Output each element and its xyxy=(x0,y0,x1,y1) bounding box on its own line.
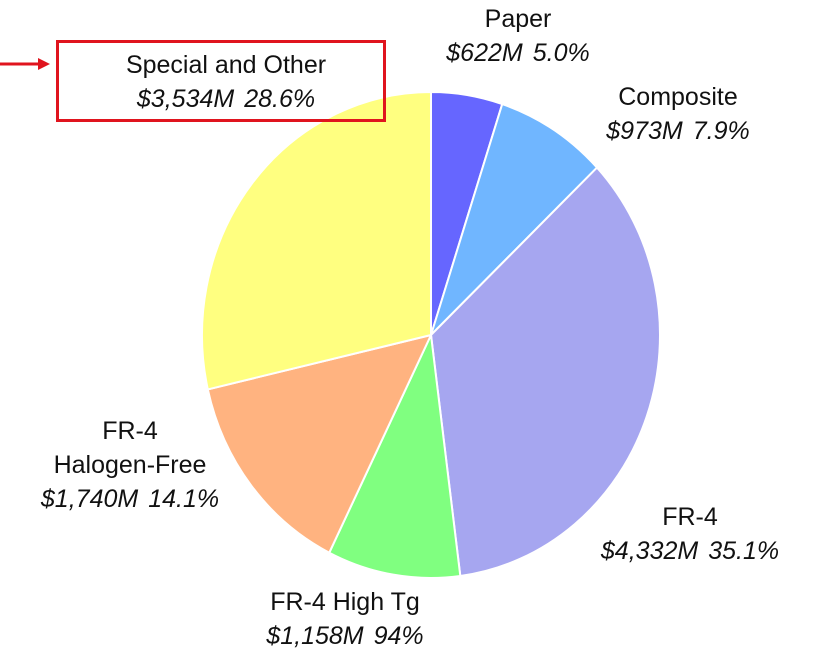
slice-label: Special and Other $3,534M 28.6% xyxy=(126,48,326,116)
arrow-head xyxy=(38,58,50,70)
value-label: $4,332M xyxy=(600,537,699,565)
slice-label: FR-4 High Tg $1,158M 94% xyxy=(266,585,423,653)
pie-slice xyxy=(430,102,599,336)
percent-label: 14.1% xyxy=(148,485,220,513)
percent-label: 5.0% xyxy=(532,39,590,67)
category-label: Composite xyxy=(618,83,738,111)
category-label: FR-4 High Tg xyxy=(270,588,420,616)
value-line: $3,534M 28.6% xyxy=(126,82,326,116)
value-line: $1,158M 94% xyxy=(266,619,423,653)
percent-label: 35.1% xyxy=(708,537,780,565)
slice-label: Composite $973M 7.9% xyxy=(606,80,749,148)
category-label: Special and Other xyxy=(125,51,327,79)
percent-label: 28.6% xyxy=(244,85,316,113)
value-label: $973M xyxy=(606,117,683,145)
percent-label: 7.9% xyxy=(692,117,750,145)
slice-label: FR-4 Halogen-Free $1,740M 14.1% xyxy=(41,414,219,516)
value-label: $1,740M xyxy=(40,485,139,513)
value-line: $1,740M 14.1% xyxy=(41,482,219,516)
percent-label: 94% xyxy=(373,622,424,650)
pie-slice xyxy=(327,331,462,579)
value-line: $4,332M 35.1% xyxy=(601,534,779,568)
pie-slice xyxy=(206,333,433,555)
value-label: $622M xyxy=(446,39,523,67)
value-label: $3,534M xyxy=(136,85,235,113)
category-label: Paper xyxy=(484,5,552,33)
pie-slice xyxy=(201,90,432,391)
pie-slice xyxy=(429,166,661,578)
category-label: FR-4 xyxy=(662,503,718,531)
slice-label: Paper $622M 5.0% xyxy=(446,2,589,70)
category-label: FR-4 Halogen-Free xyxy=(53,417,207,479)
value-line: $622M 5.0% xyxy=(446,36,589,70)
slice-label: FR-4 $4,332M 35.1% xyxy=(601,500,779,568)
highlight-box xyxy=(56,40,386,122)
value-line: $973M 7.9% xyxy=(606,114,749,148)
value-label: $1,158M xyxy=(266,622,364,650)
